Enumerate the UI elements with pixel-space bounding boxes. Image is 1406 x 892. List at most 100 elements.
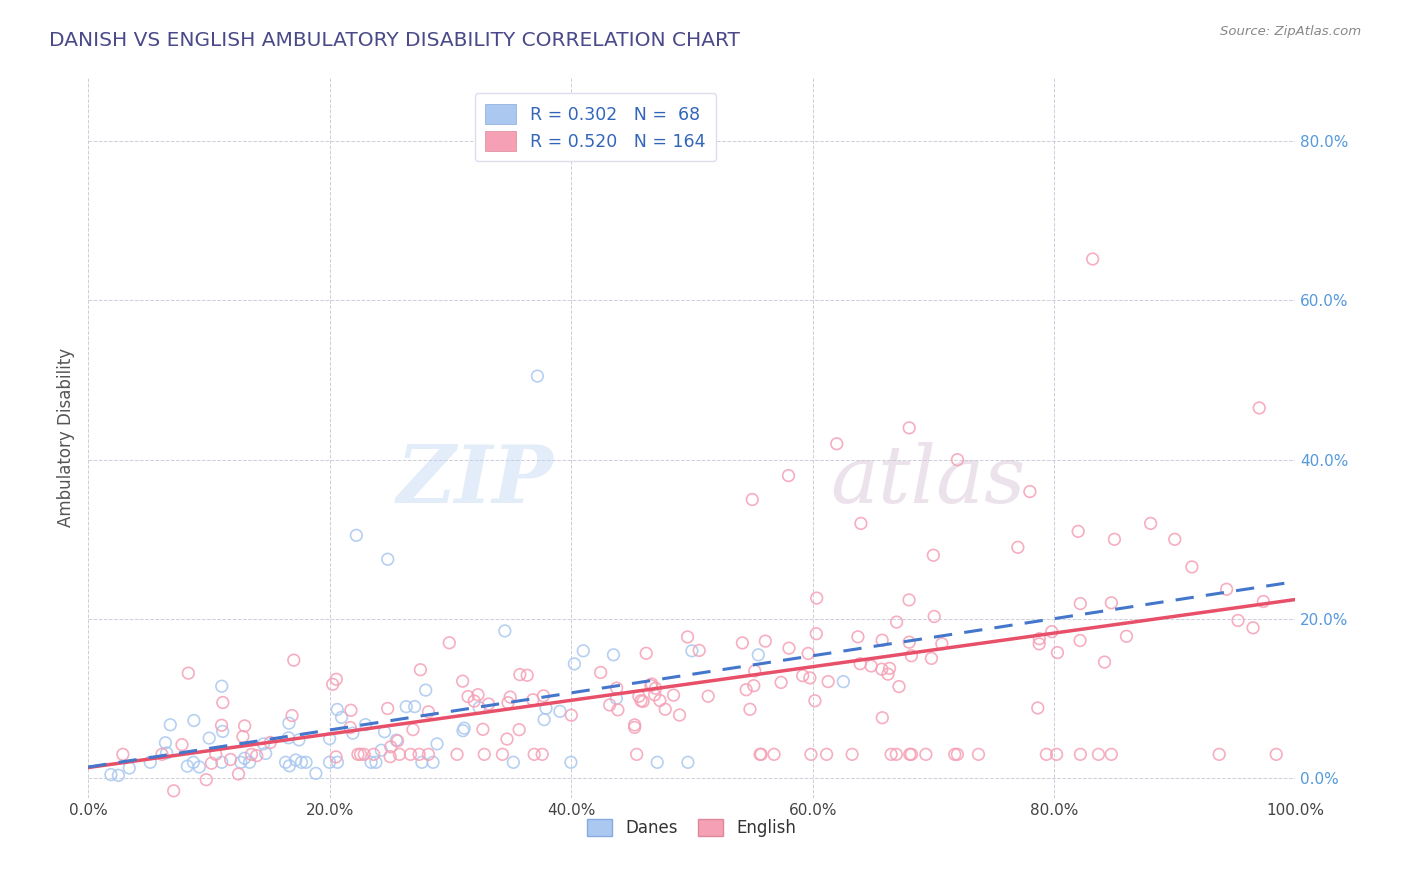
Point [281,708,304,723]
Point [399,747,422,762]
Point [898,747,921,762]
Point [349,747,371,762]
Point [111,747,134,762]
Point [1139,516,1161,531]
Point [1253,594,1275,608]
Point [233,751,256,765]
Point [278,716,301,731]
Point [572,644,595,658]
Point [211,696,233,710]
Point [1028,637,1050,651]
Point [219,752,242,766]
Point [644,681,666,696]
Point [898,593,921,607]
Point [898,421,921,435]
Point [363,747,385,762]
Point [1040,624,1063,639]
Point [139,756,162,770]
Text: Source: ZipAtlas.com: Source: ZipAtlas.com [1220,25,1361,38]
Point [735,682,758,697]
Point [477,697,499,711]
Point [325,750,347,764]
Point [606,681,628,695]
Point [1035,747,1057,762]
Point [1099,596,1122,610]
Point [1227,614,1250,628]
Point [564,657,586,671]
Point [1094,655,1116,669]
Point [463,694,485,708]
Point [1045,747,1067,762]
Point [825,436,848,450]
Point [259,735,281,749]
Point [509,667,531,681]
Point [211,679,233,693]
Point [533,713,555,727]
Point [418,747,440,762]
Point [385,733,408,747]
Point [797,647,820,661]
Point [641,677,664,691]
Point [697,690,720,704]
Point [278,759,301,773]
Point [870,633,893,648]
Point [240,747,263,762]
Point [238,756,260,770]
Point [1019,484,1042,499]
Point [408,747,430,762]
Point [626,747,648,762]
Text: ZIP: ZIP [396,442,553,520]
Point [1028,632,1050,646]
Point [526,369,548,384]
Point [246,748,269,763]
Point [749,747,772,762]
Point [1007,541,1029,555]
Point [252,737,274,751]
Point [886,615,908,629]
Point [439,636,461,650]
Point [415,683,437,698]
Point [754,634,776,648]
Point [817,674,839,689]
Point [284,753,307,767]
Point [496,696,519,710]
Point [1215,582,1237,597]
Point [322,677,344,691]
Legend: Danes, English: Danes, English [581,813,803,844]
Point [254,747,277,761]
Point [879,661,901,675]
Point [211,756,233,770]
Point [422,756,444,770]
Point [1164,533,1187,547]
Point [749,747,772,762]
Point [409,663,432,677]
Point [640,679,662,693]
Point [806,626,828,640]
Point [318,731,340,746]
Point [860,659,883,673]
Point [644,688,666,702]
Point [326,756,349,770]
Point [605,691,627,706]
Point [402,723,425,737]
Point [645,756,668,770]
Point [815,747,838,762]
Point [523,747,546,762]
Point [467,688,489,702]
Point [560,708,582,723]
Point [676,756,699,770]
Point [177,666,200,681]
Point [946,452,969,467]
Point [1265,747,1288,762]
Point [330,710,353,724]
Point [631,694,654,708]
Point [494,624,516,638]
Point [1115,629,1137,643]
Point [849,657,872,671]
Point [744,664,766,678]
Point [599,698,621,712]
Point [676,630,699,644]
Point [305,766,328,780]
Point [204,747,226,762]
Point [648,693,671,707]
